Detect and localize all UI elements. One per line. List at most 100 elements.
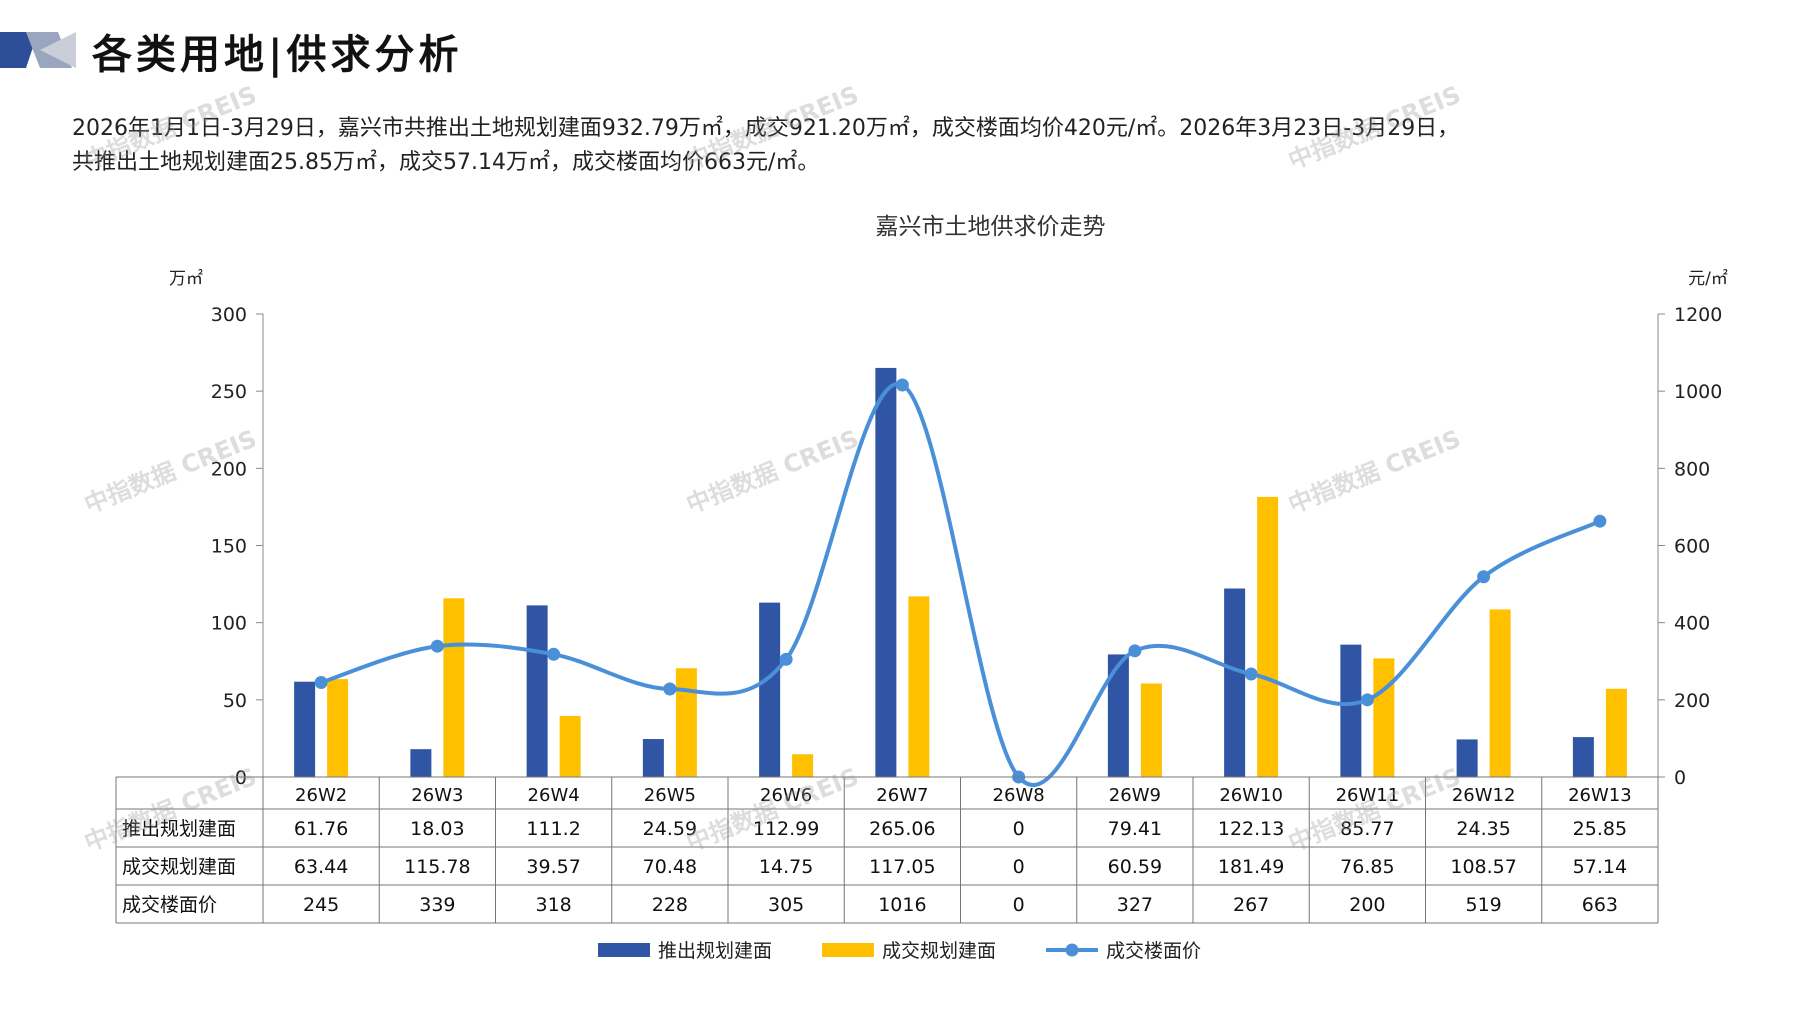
price-point (1244, 667, 1258, 681)
price-point (1477, 570, 1491, 584)
bar-deal (908, 596, 930, 777)
right-axis-unit: 元/㎡ (1688, 269, 1728, 289)
table-row-header: 成交规划建面 (122, 856, 236, 878)
price-point (1128, 644, 1142, 658)
right-tick-label: 200 (1674, 690, 1710, 712)
data-label: 14.75 (759, 856, 813, 878)
right-tick-label: 800 (1674, 458, 1710, 480)
summary-line-2: 共推出土地规划建面25.85万㎡，成交57.14万㎡，成交楼面均价663元/㎡。 (72, 150, 820, 175)
bar-deal (1140, 683, 1162, 777)
data-label: 327 (1117, 894, 1153, 916)
category-label: 26W5 (644, 785, 696, 806)
data-label: 318 (535, 894, 571, 916)
data-label: 1016 (878, 894, 926, 916)
price-point (1593, 514, 1607, 528)
legend-swatch-price-marker (1065, 943, 1079, 957)
category-label: 26W12 (1452, 785, 1516, 806)
bar-supply (1107, 654, 1129, 777)
left-tick-label: 150 (211, 536, 247, 558)
data-label: 245 (303, 894, 339, 916)
bar-supply (526, 605, 548, 777)
category-label: 26W11 (1336, 785, 1400, 806)
bar-deal (1605, 688, 1627, 777)
bar-deal (443, 598, 465, 777)
price-point (663, 682, 677, 696)
legend-label-price: 成交楼面价 (1106, 940, 1201, 962)
bar-deal (327, 679, 349, 777)
data-label: 122.13 (1218, 818, 1284, 840)
data-label: 60.59 (1108, 856, 1162, 878)
summary-line-1: 2026年1月1日-3月29日，嘉兴市共推出土地规划建面932.79万㎡，成交9… (72, 116, 1460, 141)
bar-supply (875, 367, 897, 777)
data-label: 63.44 (294, 856, 348, 878)
data-label: 663 (1582, 894, 1618, 916)
price-point (1360, 693, 1374, 707)
data-label: 339 (419, 894, 455, 916)
table-row-header: 成交楼面价 (122, 894, 217, 916)
category-label: 26W3 (411, 785, 463, 806)
page-title: 各类用地|供求分析 (92, 31, 463, 78)
category-label: 26W9 (1109, 785, 1161, 806)
header-decoration-icon (0, 32, 76, 68)
data-label: 57.14 (1573, 856, 1627, 878)
price-point (547, 647, 561, 661)
bar-deal (1257, 496, 1279, 777)
price-point (314, 675, 328, 689)
data-label: 79.41 (1108, 818, 1162, 840)
summary-text: 2026年1月1日-3月29日，嘉兴市共推出土地规划建面932.79万㎡，成交9… (72, 112, 1732, 180)
data-label: 305 (768, 894, 804, 916)
data-label: 39.57 (526, 856, 580, 878)
data-label: 200 (1349, 894, 1385, 916)
data-label: 85.77 (1340, 818, 1394, 840)
data-label: 111.2 (526, 818, 580, 840)
left-tick-label: 100 (211, 613, 247, 635)
data-label: 181.49 (1218, 856, 1284, 878)
bar-deal (1373, 658, 1395, 777)
data-label: 61.76 (294, 818, 348, 840)
data-label: 0 (1013, 856, 1025, 878)
left-tick-label: 300 (211, 304, 247, 326)
legend-swatch-deal (822, 943, 874, 957)
data-label: 108.57 (1450, 856, 1516, 878)
data-label: 117.05 (869, 856, 935, 878)
left-tick-label: 250 (211, 381, 247, 403)
data-label: 112.99 (753, 818, 819, 840)
left-tick-label: 200 (211, 458, 247, 480)
bar-supply (642, 739, 664, 777)
right-tick-label: 0 (1674, 767, 1686, 789)
data-label: 0 (1013, 894, 1025, 916)
bar-supply (1572, 737, 1594, 777)
price-point (779, 652, 793, 666)
bar-deal (1489, 609, 1511, 777)
price-point (895, 378, 909, 392)
right-tick-label: 1200 (1674, 304, 1722, 326)
bar-supply (1340, 644, 1362, 777)
chart-title: 嘉兴市土地供求价走势 (876, 214, 1106, 240)
bar-supply (1456, 739, 1478, 777)
data-label: 519 (1465, 894, 1501, 916)
data-label: 115.78 (404, 856, 470, 878)
right-tick-label: 1000 (1674, 381, 1722, 403)
bar-supply (410, 749, 432, 777)
legend-label-supply: 推出规划建面 (658, 940, 772, 962)
category-label: 26W7 (876, 785, 928, 806)
price-point (430, 639, 444, 653)
right-tick-label: 600 (1674, 536, 1710, 558)
left-axis-unit: 万㎡ (169, 269, 203, 289)
data-label: 267 (1233, 894, 1269, 916)
data-label: 24.35 (1456, 818, 1510, 840)
bar-deal (559, 715, 581, 777)
bar-deal (792, 754, 814, 777)
category-label: 26W10 (1219, 785, 1283, 806)
bar-supply (759, 602, 781, 777)
data-label: 24.59 (643, 818, 697, 840)
data-label: 265.06 (869, 818, 935, 840)
data-label: 0 (1013, 818, 1025, 840)
category-label: 26W4 (528, 785, 580, 806)
legend-swatch-supply (598, 943, 650, 957)
category-label: 26W2 (295, 785, 347, 806)
left-tick-label: 0 (235, 767, 247, 789)
data-label: 70.48 (643, 856, 697, 878)
legend-label-deal: 成交规划建面 (882, 940, 996, 962)
